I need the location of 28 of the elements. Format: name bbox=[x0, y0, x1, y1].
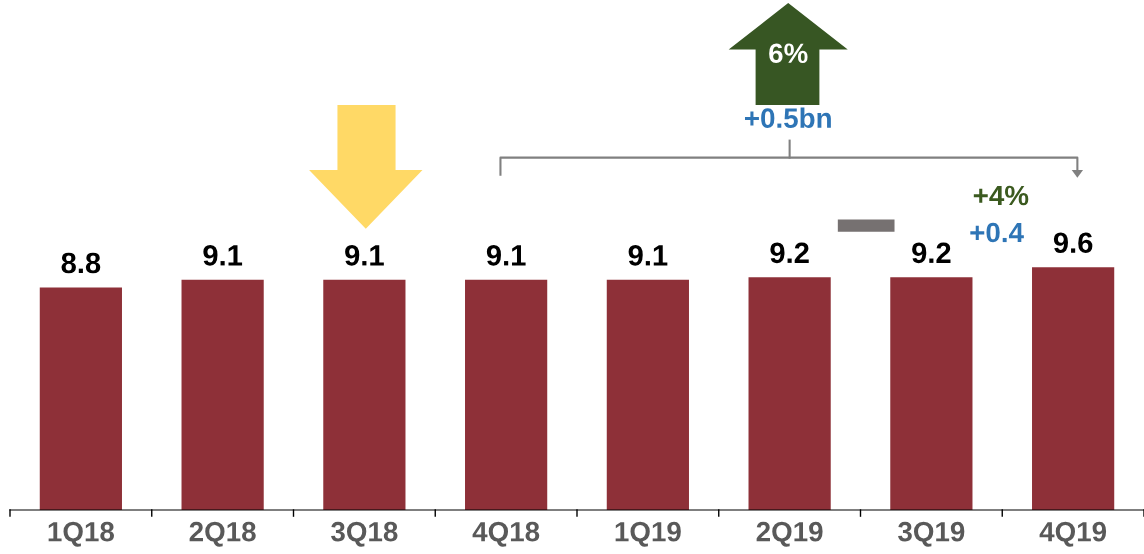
data-label: 9.6 bbox=[1053, 232, 1093, 254]
data-label: 9.1 bbox=[345, 245, 384, 266]
x-tick-label: 3Q18 bbox=[331, 521, 398, 547]
bar bbox=[465, 279, 548, 510]
text: +0.4 bbox=[970, 222, 1024, 243]
data-label: 9.2 bbox=[912, 242, 951, 264]
text: +4% bbox=[973, 185, 1029, 206]
data-label: 9.2 bbox=[770, 242, 809, 264]
bar bbox=[323, 279, 406, 510]
bar bbox=[748, 277, 831, 510]
x-tick-label: 1Q18 bbox=[48, 521, 114, 547]
data-label: 9.1 bbox=[203, 245, 243, 266]
text: 6% bbox=[769, 43, 808, 64]
x-tick-label: 3Q19 bbox=[898, 521, 965, 547]
bar bbox=[890, 277, 973, 510]
x-tick-label: 2Q18 bbox=[189, 521, 256, 547]
x-tick-label: 2Q19 bbox=[756, 521, 823, 547]
data-label: 9.1 bbox=[486, 245, 526, 266]
bar bbox=[39, 287, 122, 510]
data-label: 9.1 bbox=[628, 245, 668, 266]
x-tick-label: 1Q19 bbox=[615, 521, 681, 547]
bar bbox=[606, 279, 689, 510]
bar bbox=[181, 279, 264, 510]
x-tick-label: 4Q19 bbox=[1039, 521, 1107, 547]
x-tick-label: 4Q18 bbox=[472, 521, 540, 547]
bar bbox=[1032, 267, 1115, 510]
data-label: 8.8 bbox=[61, 252, 101, 274]
text: +0.5bn bbox=[744, 107, 831, 128]
